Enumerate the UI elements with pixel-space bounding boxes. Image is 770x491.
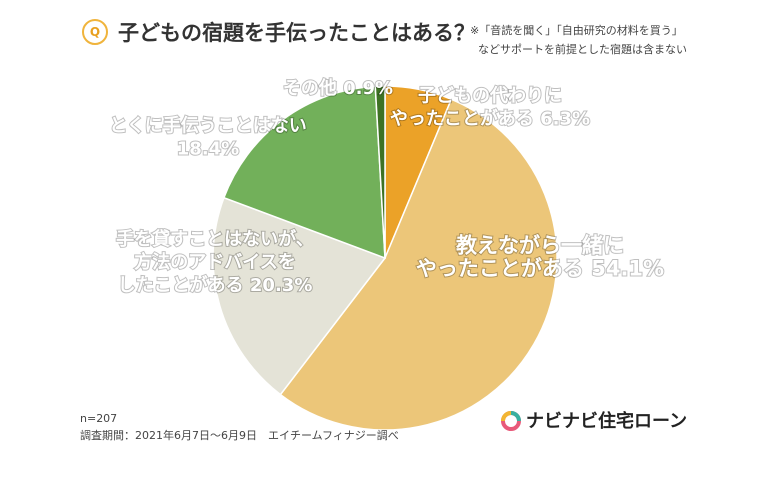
chart-title: 子どもの宿題を手伝ったことはある？ — [118, 21, 475, 45]
pie-slice-taught-together — [279, 98, 558, 431]
slice-label-did-instead: 子どもの代わりにやったことがある 6.3% — [390, 86, 590, 130]
pie-slice-no-help — [222, 85, 386, 260]
brand-logo: ナビナビ住宅ローン — [500, 407, 687, 433]
brand-house-icon — [501, 411, 521, 431]
slice-label-other: その他 0.9% — [283, 77, 393, 99]
note-line-2: などサポートを前提とした宿題は含まない — [478, 43, 687, 56]
slice-label-taught-together: 教えながら一緒にやったことがある 54.1% — [416, 234, 664, 281]
pie-slice-advice-only — [212, 196, 387, 396]
sample-size: n=207 — [80, 412, 118, 425]
survey-period: 調査期間：2021年6月7日〜6月9日 エイチームフィナジー調べ — [80, 429, 399, 442]
question-badge: Q — [82, 19, 108, 45]
note-line-1: ※「音読を聞く」「自由研究の材料を買う」 — [470, 24, 683, 37]
slice-label-advice-only: 手を貸すことはないが、方法のアドバイスをしたことがある 20.3% — [116, 228, 314, 296]
slice-label-no-help: とくに手伝うことはない 18.4% — [109, 115, 306, 160]
brand-name: ナビナビ住宅ローン — [526, 411, 688, 432]
pie-slice-other — [374, 85, 386, 259]
